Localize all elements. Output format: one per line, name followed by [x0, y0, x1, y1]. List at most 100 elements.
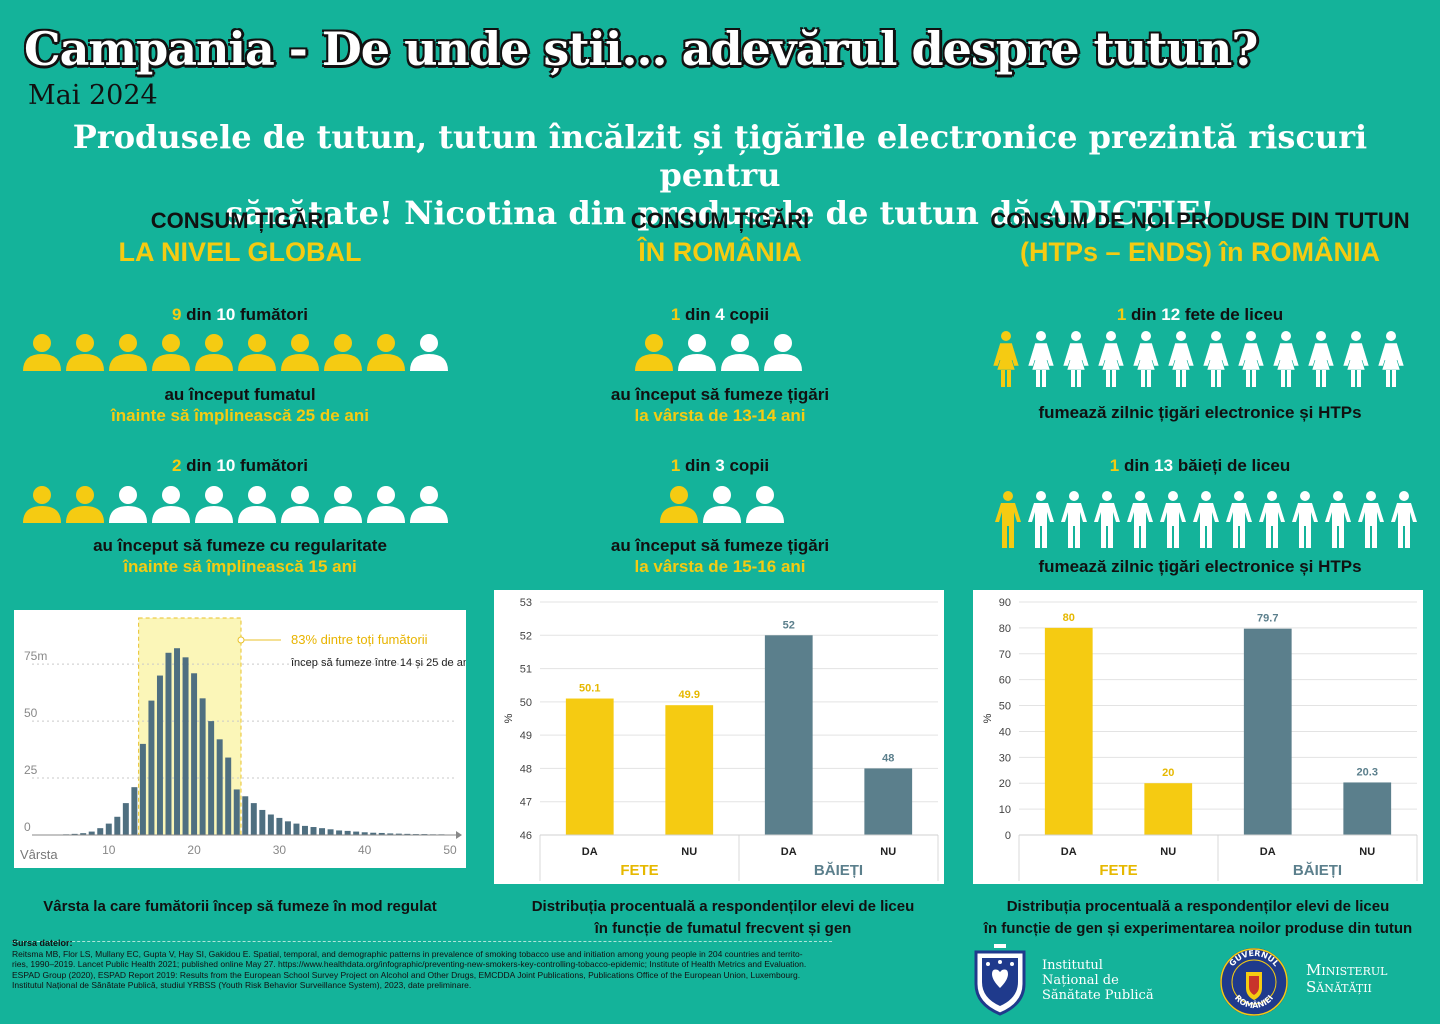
person-icon	[764, 334, 802, 371]
insp-name-line: Sănătate Publică	[1042, 988, 1154, 1003]
histogram-bar	[276, 817, 283, 835]
y-tick-label: 75m	[24, 649, 47, 663]
person-icon	[238, 486, 276, 523]
histogram-bar	[131, 787, 138, 835]
sources-label: Sursa datelor:	[12, 938, 73, 948]
stat-din: din	[1119, 456, 1155, 475]
boy-figure-icon	[1061, 491, 1087, 548]
girl-figure-icon	[992, 331, 1020, 387]
y-tick-label: 49	[520, 730, 532, 742]
girl-figure-icon	[1307, 331, 1335, 387]
stat-numerator: 9	[171, 305, 182, 324]
stat-ro-1-line1: au început să fumeze țigări	[610, 385, 830, 404]
category-label: NU	[1359, 846, 1375, 858]
stat-din: din	[181, 456, 217, 475]
category-label: NU	[681, 846, 697, 858]
highlight-band	[138, 617, 242, 836]
girl-figure-icon	[1377, 331, 1405, 387]
person-icon	[195, 334, 233, 371]
person-icon	[66, 334, 104, 371]
person-icon	[660, 486, 698, 523]
y-tick-label: 50	[999, 701, 1011, 713]
person-icon	[367, 486, 405, 523]
person-icon	[324, 486, 362, 523]
headline-line-1: Produsele de tutun, tutun încălzit și ți…	[72, 118, 1368, 194]
histogram-bar	[301, 825, 308, 835]
boy-figure-icon	[1292, 491, 1318, 548]
x-axis-label: Vârsta	[20, 847, 58, 862]
person-icon	[721, 334, 759, 371]
histogram-bar	[267, 814, 274, 835]
y-tick-label: 0	[24, 820, 31, 834]
stat-denominator: 10	[216, 305, 236, 324]
smoking-frequency-chart: 46 47 48 49 50 51 52 53% 50.1 DA 49.9 NU 52 DA 48 NU FET…	[503, 597, 939, 881]
boy-figure-icon	[1094, 491, 1120, 548]
stat-ro-1-heading: 1 din 4 copii	[500, 305, 940, 325]
col1-title: CONSUM ȚIGĂRI	[150, 208, 330, 233]
person-icon	[152, 486, 190, 523]
person-icon	[281, 486, 319, 523]
girl-figure-row	[990, 330, 1407, 388]
histogram-bar	[336, 830, 343, 835]
source-line: ESPAD Group (2020), ESPAD Report 2019: R…	[12, 969, 801, 980]
group-label: FETE	[1099, 862, 1137, 879]
col3-title: CONSUM DE NOI PRODUSE DIN TUTUN	[990, 208, 1410, 233]
y-tick-label: 30	[999, 752, 1011, 764]
histogram-bar	[199, 698, 206, 835]
stat-numerator: 1	[670, 305, 681, 324]
person-icon	[109, 334, 147, 371]
annotation-text-2: încep să fumeze între 14 și 25 de ani	[290, 657, 466, 669]
y-tick-label: 50	[24, 706, 38, 720]
x-tick-label: 30	[273, 843, 287, 857]
stat-global-2-line2: înainte să împlinească 15 ani	[123, 557, 357, 576]
smoking-frequency-chart-panel: 46 47 48 49 50 51 52 53% 50.1 DA 49.9 NU 52 DA 48 NU FET…	[494, 590, 944, 884]
girl-figure-icon	[1202, 331, 1230, 387]
boy-figure-icon	[1160, 491, 1186, 548]
histogram-bar	[225, 757, 232, 835]
histogram-bar	[259, 809, 266, 835]
y-tick-label: 40	[999, 726, 1011, 738]
boy-figure-icon	[1391, 491, 1417, 548]
boy-figure-icon	[1259, 491, 1285, 548]
stat-unit: fete de liceu	[1180, 305, 1284, 324]
new-products-chart-panel: 0 10 20 30 40 50 60 70 80 90% 80 DA 20 NU 79.7 DA 20.3 NU…	[973, 590, 1423, 884]
data-label: 48	[882, 752, 894, 764]
histogram-bar	[174, 648, 181, 835]
ministry-name: Ministerul Sănătății	[1306, 962, 1387, 996]
annotation-dot	[237, 636, 245, 644]
histogram-bar	[378, 832, 385, 835]
girl-figure-icon	[1097, 331, 1125, 387]
y-tick-label: 52	[520, 630, 532, 642]
boy-figure-icon	[1325, 491, 1351, 548]
person-icon	[238, 334, 276, 371]
person-icon-row	[22, 332, 449, 372]
person-icon	[23, 334, 61, 371]
person-icon	[410, 334, 448, 371]
divider	[12, 941, 832, 942]
stat-global-2-heading: 2 din 10 fumători	[20, 456, 460, 476]
girl-figure-icon	[1237, 331, 1265, 387]
person-icon	[367, 334, 405, 371]
stat-global-1-line1: au început fumatul	[164, 385, 316, 404]
stat-new-1-line1: fumează zilnic țigări electronice și HTP…	[1038, 403, 1362, 422]
y-tick-label: 25	[24, 763, 38, 777]
bar	[864, 768, 913, 835]
insp-name-line: Institutul	[1042, 958, 1103, 973]
histogram-bar	[310, 827, 317, 835]
boy-figure-icon	[1127, 491, 1153, 548]
data-label: 52	[783, 619, 795, 631]
col3-subtitle: (HTPs – ENDS) în ROMÂNIA	[1019, 237, 1381, 267]
stat-unit: fumători	[235, 305, 309, 324]
person-icon	[195, 486, 233, 523]
stat-numerator: 1	[670, 456, 681, 475]
histogram-bar	[293, 823, 300, 835]
stat-new-1-heading: 1 din 12 fete de liceu	[960, 305, 1440, 325]
histogram-bar	[370, 832, 377, 835]
stat-ro-2-line2: la vârsta de 15-16 ani	[634, 557, 806, 576]
histogram-bar	[319, 828, 326, 835]
y-axis-label: %	[503, 713, 515, 723]
stat-din: din	[1126, 305, 1162, 324]
y-tick-label: 60	[999, 675, 1011, 687]
y-tick-label: 10	[999, 804, 1011, 816]
col2-subtitle: ÎN ROMÂNIA	[638, 237, 802, 267]
